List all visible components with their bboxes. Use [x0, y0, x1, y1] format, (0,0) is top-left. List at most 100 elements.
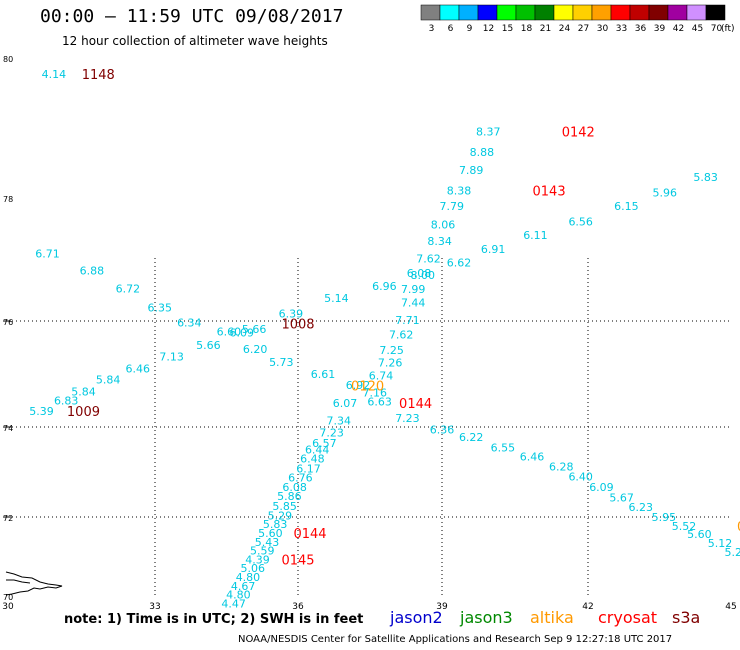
pass-time-altika: 0120 — [351, 380, 384, 395]
swh-value: 6.76 — [288, 471, 313, 484]
swh-value: 6.44 — [305, 444, 330, 457]
legend-swatch — [439, 4, 460, 21]
legend-label: 12 — [483, 24, 494, 34]
pass-time-cryosat: 0144 — [399, 397, 432, 412]
swh-value: 7.99 — [401, 283, 426, 296]
x-tick-label: 36 — [292, 602, 304, 612]
legend-label: 9 — [467, 24, 473, 34]
coastline-shape — [5, 571, 63, 596]
swh-value: 7.23 — [395, 412, 420, 425]
coastline — [5, 571, 63, 596]
legend-label: 3 — [429, 24, 435, 34]
legend-swatch — [515, 4, 536, 21]
swh-value: 6.48 — [300, 453, 325, 466]
swh-value: 6.11 — [523, 229, 548, 242]
pass-time-cryosat: 0145 — [281, 553, 314, 568]
footer-note: note: 1) Time is in UTC; 2) SWH is in fe… — [64, 612, 364, 627]
swh-value: 6.15 — [614, 200, 639, 213]
swh-value: 8.00 — [411, 269, 436, 282]
swh-value: 5.39 — [29, 405, 54, 418]
x-tick-label: 42 — [582, 602, 593, 612]
satellite-label-jason2: jason2 — [390, 608, 443, 627]
swh-value: 6.57 — [312, 437, 337, 450]
legend-swatch — [458, 4, 479, 21]
swh-value: 7.16 — [363, 387, 388, 400]
coastline-shape — [6, 579, 31, 584]
swh-value: 4.14 — [42, 68, 67, 81]
swh-value: 5.20 — [725, 546, 740, 559]
swh-value: 5.85 — [272, 500, 297, 513]
swh-value: 5.84 — [71, 385, 96, 398]
swh-value: 5.83 — [693, 171, 718, 184]
pass-time-cryosat: 0142 — [562, 126, 595, 141]
swh-value: 6.22 — [459, 431, 484, 444]
legend-label: 33 — [616, 24, 627, 34]
y-tick-label: 76 — [3, 318, 13, 327]
swh-value: 8.88 — [470, 146, 495, 159]
legend-label: 21 — [540, 24, 551, 34]
y-tick-label: 70 — [3, 593, 13, 602]
legend-swatch — [534, 4, 555, 21]
swh-value: 6.92 — [346, 379, 371, 392]
x-tick-label: 45 — [725, 602, 736, 612]
swh-value: 6.34 — [177, 317, 202, 330]
swh-value: 6.62 — [447, 257, 472, 270]
swh-value: 6.07 — [333, 397, 358, 410]
swh-value: 6.35 — [148, 301, 173, 314]
swh-value: 5.67 — [609, 492, 634, 505]
swh-value: 5.12 — [708, 537, 733, 550]
legend-swatch — [629, 4, 650, 21]
swh-value: 6.91 — [481, 243, 506, 256]
chart-title: 00:00 – 11:59 UTC 09/08/2017 — [40, 6, 344, 27]
satellite-label-cryosat: cryosat — [598, 608, 658, 627]
legend-swatch — [420, 4, 441, 21]
legend-swatch — [667, 4, 688, 21]
swh-value: 4.80 — [226, 589, 251, 602]
swh-value: 6.08 — [407, 267, 432, 280]
swh-value: 7.26 — [378, 356, 403, 369]
credits: NOAA/NESDIS Center for Satellite Applica… — [238, 634, 673, 645]
satellite-label-altika: altika — [530, 608, 574, 627]
swh-value: 4.67 — [231, 580, 256, 593]
swh-value: 6.09 — [230, 327, 255, 340]
swh-value: 5.84 — [96, 373, 121, 386]
legend-label: 30 — [597, 24, 609, 34]
swh-value: 5.96 — [653, 186, 678, 199]
legend-swatch — [705, 4, 726, 21]
swh-value: 8.06 — [431, 218, 456, 231]
swh-value: 8.37 — [476, 126, 501, 139]
swh-value: 5.66 — [196, 339, 221, 352]
swh-value: 7.34 — [327, 415, 352, 428]
legend-swatch — [477, 4, 498, 21]
swh-value: 5.95 — [652, 511, 677, 524]
legend-swatch — [572, 4, 593, 21]
swh-value: 8.34 — [427, 235, 452, 248]
swh-value: 6.40 — [568, 471, 593, 484]
legend-label: 70 — [711, 24, 723, 34]
swh-values: 4.14 8.37 8.88 7.89 8.38 7.79 8.06 8.34 7.62 8.00… — [29, 68, 740, 610]
swh-value: 7.62 — [416, 252, 441, 265]
legend-label: 15 — [502, 24, 513, 34]
legend-swatch — [686, 4, 707, 21]
y-tick-label: 72 — [3, 514, 13, 523]
pass-time-s3a: 1008 — [281, 318, 314, 333]
legend-label: 27 — [578, 24, 589, 34]
swh-value: 5.66 — [242, 323, 267, 336]
swh-value: 4.39 — [245, 553, 270, 566]
swh-value: 4.80 — [236, 571, 261, 584]
swh-value: 7.71 — [395, 314, 420, 327]
swh-value: 5.52 — [672, 520, 697, 533]
swh-value: 7.25 — [379, 344, 404, 357]
swh-value: 5.60 — [258, 527, 283, 540]
pass-time-altika: 0119 — [737, 520, 740, 535]
x-tick-label: 39 — [436, 602, 448, 612]
swh-value: 6.96 — [372, 280, 397, 293]
legend-label: 24 — [559, 24, 571, 34]
swh-value: 6.63 — [367, 396, 392, 409]
swh-value: 6.60 — [217, 326, 242, 339]
swh-value: 6.83 — [54, 395, 79, 408]
swh-value: 6.72 — [116, 282, 141, 295]
x-tick-label: 33 — [149, 602, 160, 612]
legend-label: 39 — [654, 24, 666, 34]
